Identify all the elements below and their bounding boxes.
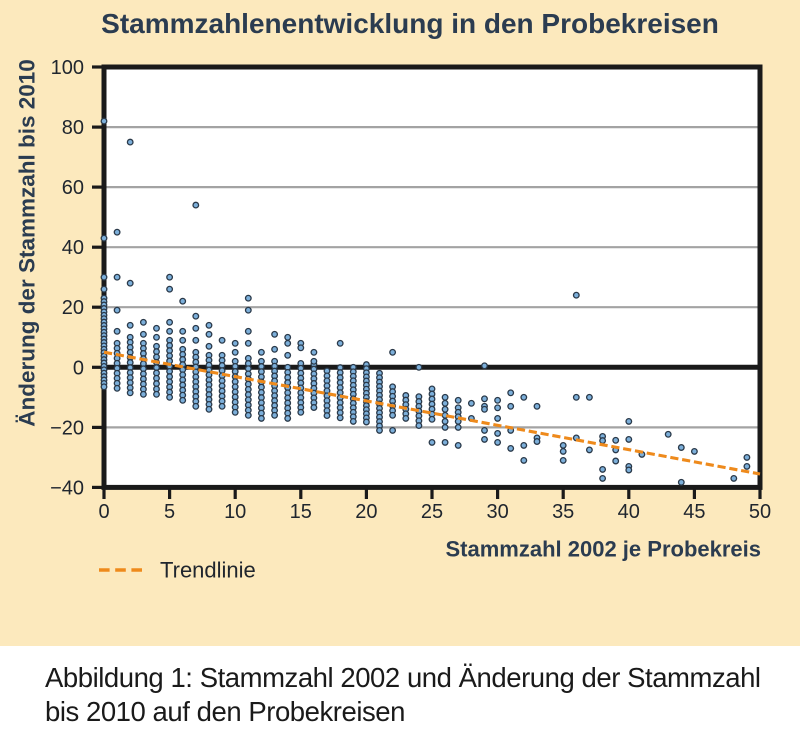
- svg-text:45: 45: [683, 501, 705, 523]
- svg-text:15: 15: [290, 501, 312, 523]
- svg-text:80: 80: [62, 117, 84, 139]
- svg-text:40: 40: [62, 237, 84, 259]
- svg-text:Stammzahlenentwicklung in den: Stammzahlenentwicklung in den Probekreis…: [101, 8, 719, 39]
- svg-text:0: 0: [98, 501, 109, 523]
- svg-text:−20: −20: [50, 417, 84, 439]
- svg-text:5: 5: [164, 501, 175, 523]
- svg-text:0: 0: [73, 357, 84, 379]
- svg-text:20: 20: [62, 297, 84, 319]
- svg-text:Stammzahl 2002 je Probekreis: Stammzahl 2002 je Probekreis: [446, 537, 762, 562]
- svg-text:Änderung der Stammzahl bis 201: Änderung der Stammzahl bis 2010: [15, 59, 40, 427]
- svg-text:60: 60: [62, 177, 84, 199]
- svg-text:−40: −40: [50, 477, 84, 499]
- svg-text:35: 35: [552, 501, 574, 523]
- svg-text:25: 25: [421, 501, 443, 523]
- svg-text:Trendlinie: Trendlinie: [160, 558, 256, 583]
- svg-text:40: 40: [618, 501, 640, 523]
- svg-text:30: 30: [486, 501, 508, 523]
- svg-text:20: 20: [355, 501, 377, 523]
- svg-text:100: 100: [51, 57, 84, 79]
- svg-text:10: 10: [224, 501, 246, 523]
- svg-text:50: 50: [749, 501, 771, 523]
